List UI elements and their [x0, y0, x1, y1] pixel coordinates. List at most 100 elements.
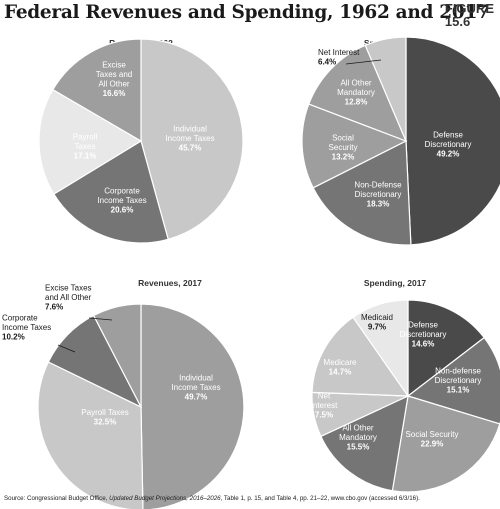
slice-label-line: Income Taxes: [171, 383, 220, 392]
slice-value-label: 9.7%: [368, 323, 386, 332]
slice-label-line: Individual: [179, 373, 213, 382]
pie-slice: [301, 103, 408, 189]
slice-label-line: Mandatory: [337, 88, 375, 97]
pie-chart: Spending, 1962DefenseDiscretionary49.2%N…: [301, 36, 500, 246]
slice-value-label: 14.6%: [412, 339, 435, 348]
pie-slice: [52, 38, 142, 143]
slice-label-line: Medicare: [324, 358, 357, 367]
slice-label: Medicare 14.7%: [324, 358, 357, 377]
slice-label-line: Interest: [311, 401, 338, 410]
source-prefix: Source: Congressional Budget Office,: [4, 495, 110, 502]
slice-label-line: Security: [329, 143, 358, 152]
source-suffix: , Table 1, p. 15, and Table 4, pp. 21–22…: [220, 495, 420, 502]
slice-value-label: 13.2%: [332, 152, 355, 161]
slice-label-line: Net: [318, 391, 331, 400]
slice-label-line: Excise: [102, 61, 126, 70]
slice-label-line: Medicaid: [361, 313, 393, 322]
slice-label-line: Discretionary: [355, 190, 402, 199]
slice-value-label: 7.5%: [315, 410, 333, 419]
slice-label: Medicaid 9.7%: [361, 313, 393, 332]
slice-label: Social Security 13.2%: [329, 133, 358, 161]
slice-label-line: Discretionary: [435, 376, 482, 385]
slice-label-line: Income Taxes: [2, 323, 51, 332]
chart-title: Spending, 2017: [364, 278, 427, 288]
slice-label-line: Taxes: [75, 142, 96, 151]
slice-label: Non-Defense Discretionary 18.3%: [354, 180, 402, 208]
slice-label-line: Defense: [433, 130, 463, 139]
slice-value-label: 22.9%: [421, 440, 444, 449]
pie-slice: [312, 140, 412, 246]
slice-value-label: 49.7%: [185, 392, 208, 401]
pie-slice: [140, 303, 245, 509]
slice-value-label: 15.1%: [447, 385, 470, 394]
leader-line: [57, 344, 76, 353]
slice-label-line: Defense: [408, 320, 438, 329]
slice-label-line: All Other: [340, 78, 371, 87]
figure-number-label: FIGURE 15.6: [445, 2, 494, 28]
pie-slice: [37, 361, 144, 509]
slice-label-line: Mandatory: [339, 433, 377, 442]
chart-title: Revenues, 2017: [138, 278, 202, 288]
slice-label: Individual Income Taxes 49.7%: [171, 373, 220, 401]
slice-label: Individual Income Taxes 45.7%: [165, 124, 214, 152]
slice-label-line: Discretionary: [425, 140, 472, 149]
figure-title: Federal Revenues and Spending, 1962 and …: [4, 2, 490, 23]
slice-label-line: Discretionary: [400, 330, 447, 339]
slice-label: Corporate Income Taxes 20.6%: [97, 186, 146, 214]
slice-label: Excise Taxes and All Other 7.6%: [45, 283, 92, 311]
slice-value-label: 16.6%: [103, 89, 126, 98]
slice-value-label: 45.7%: [179, 143, 202, 152]
leader-line: [345, 59, 382, 65]
slice-label: All Other Mandatory 12.8%: [337, 78, 375, 106]
slice-label-line: Taxes and: [96, 70, 132, 79]
slice-value-label: 20.6%: [111, 205, 134, 214]
slice-label: All Other Mandatory 15.5%: [339, 423, 377, 451]
slice-label-line: All Other: [98, 80, 129, 89]
slice-label: Payroll Taxes 32.5%: [81, 408, 128, 427]
slice-label: Defense Discretionary 14.6%: [400, 320, 447, 348]
pie-slice: [405, 36, 500, 246]
slice-label-line: Corporate: [104, 186, 140, 195]
slice-label: Corporate Income Taxes 10.2%: [2, 313, 51, 341]
slice-label-line: Corporate: [2, 313, 38, 322]
pie-slice: [38, 88, 143, 195]
slice-label: Non-defense Discretionary 15.1%: [435, 366, 482, 394]
source-report-title: Updated Budget Projections, 2016–2026: [109, 495, 221, 502]
slice-value-label: 10.2%: [2, 332, 25, 341]
slice-label: Defense Discretionary 49.2%: [425, 130, 472, 158]
slice-value-label: 49.2%: [437, 149, 460, 158]
pie-slice: [92, 303, 142, 408]
slice-value-label: 7.6%: [45, 302, 63, 311]
slice-label: Social Security 22.9%: [406, 430, 459, 449]
leader-line: [88, 317, 113, 321]
pie-slice: [406, 336, 500, 425]
slice-label-line: Non-defense: [435, 366, 481, 375]
slice-label-line: Income Taxes: [97, 196, 146, 205]
slice-label: Net Interest 7.5%: [311, 391, 338, 419]
slice-label-line: Non-Defense: [354, 180, 402, 189]
slice-label-line: Payroll Taxes: [81, 408, 128, 417]
slice-value-label: 14.7%: [329, 368, 352, 377]
pie-slice: [140, 38, 244, 241]
source-note: Source: Congressional Budget Office, Upd…: [4, 495, 420, 502]
figure-word: FIGURE: [444, 1, 494, 16]
pie-slice: [308, 44, 408, 143]
slice-label-line: Excise Taxes: [45, 283, 92, 292]
slice-value-label: 32.5%: [94, 418, 117, 427]
pie-slice: [364, 36, 407, 142]
pie-slice: [352, 299, 409, 398]
slice-label-line: and All Other: [45, 293, 92, 302]
pie-slice: [311, 316, 410, 397]
slice-label: Payroll Taxes 17.1%: [73, 132, 98, 160]
slice-label-line: Income Taxes: [165, 134, 214, 143]
pie-slice: [53, 140, 169, 244]
slice-value-label: 6.4%: [318, 58, 336, 67]
figure-number: 15.6: [444, 14, 471, 29]
slice-label-line: Social: [332, 133, 354, 142]
pie-chart: Revenues, 1962IndividualIncome Taxes45.7…: [38, 38, 244, 244]
slice-label: Net Interest 6.4%: [318, 48, 360, 67]
slice-label-line: All Other: [342, 423, 373, 432]
